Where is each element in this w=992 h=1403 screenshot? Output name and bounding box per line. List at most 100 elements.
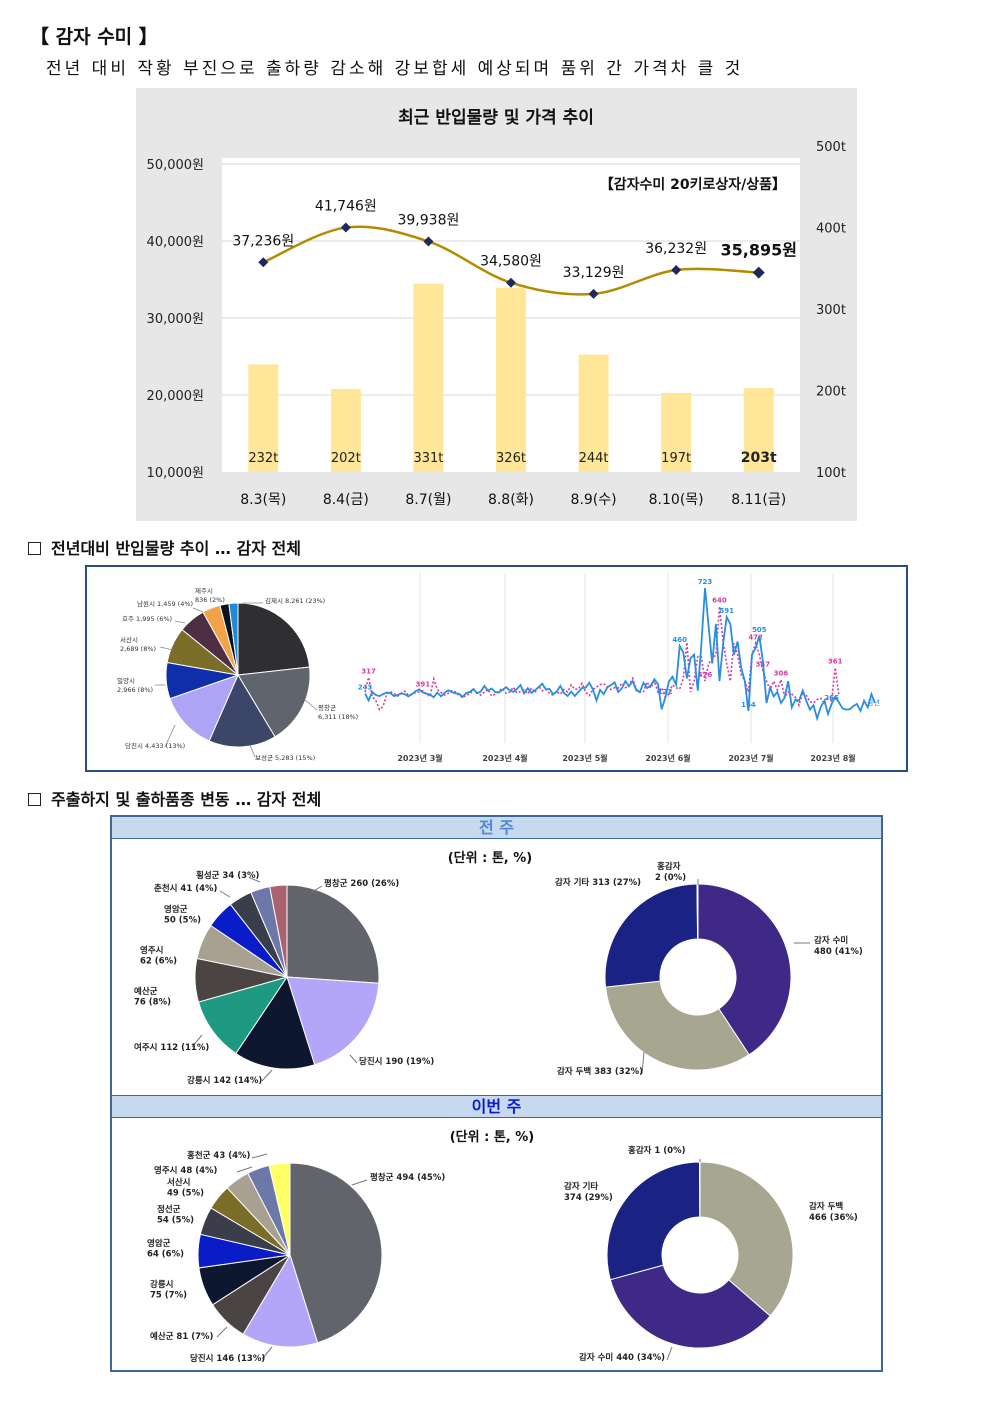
slice-label: 홍감자 2 (0%) — [655, 861, 686, 883]
bar-value-label: 331t — [413, 451, 443, 466]
label-leader — [666, 1346, 673, 1361]
point-label: 505 — [752, 626, 767, 634]
slice-label: 예산군 81 (7%) — [150, 1331, 214, 1342]
slice-label: 평창군 6,311 (18%) — [318, 703, 358, 721]
slice-label: 제주시 836 (2%) — [195, 587, 225, 604]
y-right-tick-label: 100t — [816, 466, 846, 481]
legend-label: 금년 — [867, 698, 880, 707]
pie-slice — [696, 883, 699, 940]
x-tick-label: 8.8(화) — [488, 492, 534, 508]
x-tick-label: 8.9(수) — [571, 492, 617, 508]
price-label: 36,232원 — [645, 241, 707, 257]
bar-value-label: 197t — [661, 451, 691, 466]
bar-value-label: 244t — [579, 451, 609, 466]
label-leader — [311, 885, 323, 893]
x-tick-label: 8.4(금) — [323, 492, 369, 508]
shipping-section-heading: 주출하지 및 출하품종 변동 … 감자 전체 — [28, 786, 321, 810]
y-right-tick-label: 300t — [816, 303, 846, 318]
section-bullet-icon — [28, 793, 41, 806]
slice-label: 당진시 146 (13%) — [190, 1353, 265, 1364]
x-tick-label: 8.3(목) — [240, 492, 286, 508]
pie-slice — [169, 674, 239, 742]
label-leader — [304, 699, 318, 711]
point-label: 391 — [416, 681, 431, 689]
point-label: 164 — [741, 701, 756, 709]
price-label: 34,580원 — [480, 254, 542, 270]
slice-label: 감자 수미 440 (34%) — [579, 1352, 665, 1363]
point-label: 317 — [361, 667, 376, 675]
y-left-tick-label: 20,000원 — [147, 389, 204, 404]
y-left-tick-label: 50,000원 — [147, 158, 204, 173]
pie-slice — [289, 1162, 383, 1344]
slice-label: 영주시 48 (4%) — [154, 1165, 218, 1176]
document-title: 【 감자 수미 】 — [30, 26, 158, 48]
x-tick-label: 2023년 7월 — [728, 753, 773, 763]
slice-label: 홍천군 43 (4%) — [187, 1150, 251, 1161]
volume-bar — [578, 354, 609, 472]
label-leader — [641, 1051, 645, 1075]
label-leader — [349, 1054, 358, 1064]
chart-title: 최근 반입물량 및 가격 추이 — [398, 108, 594, 128]
slice-label: 영주시 62 (6%) — [140, 945, 177, 967]
point-label: 723 — [698, 578, 713, 586]
yearly-volume-panel: 김제시 8,261 (23%) 평창군 6,311 (18%) 보성군 5,283 (… — [85, 565, 908, 772]
point-label: 640 — [712, 596, 727, 604]
slice-label: 호주 1,995 (6%) — [122, 615, 172, 623]
volume-bar — [330, 388, 361, 472]
slice-label: 감자 두백 383 (32%) — [557, 1066, 643, 1077]
volume-bar — [661, 392, 692, 472]
price-label: 37,236원 — [232, 233, 294, 249]
point-label: 472 — [748, 633, 763, 641]
pie-slice — [606, 1161, 701, 1281]
volume-bar — [413, 283, 444, 472]
shipping-heading-text: 주출하지 및 출하품종 변동 … 감자 전체 — [51, 790, 322, 809]
x-tick-label: 2023년 6월 — [645, 753, 690, 763]
slice-label: 정선군 54 (5%) — [157, 1204, 194, 1226]
volume-bar — [248, 364, 279, 472]
trend-heading-text: 전년대비 반입물량 추이 … 감자 전체 — [51, 539, 301, 558]
y-left-tick-label: 30,000원 — [147, 312, 204, 327]
slice-label: 김제시 8,261 (23%) — [265, 597, 325, 605]
x-tick-label: 2023년 4월 — [482, 753, 527, 763]
slice-label: 감자 기타 374 (29%) — [564, 1181, 613, 1203]
bar-value-label: 203t — [741, 450, 777, 466]
slice-label: 예산군 76 (8%) — [134, 986, 171, 1008]
point-label: 460 — [672, 636, 687, 644]
price-marker — [340, 222, 351, 233]
shipping-pies-panel: 전 주 이번 주 (단위 : 톤, %) (단위 : 톤, %) 평창군 260 (… — [110, 815, 883, 1372]
x-tick-label: 2023년 8월 — [810, 753, 855, 763]
pie-slice — [237, 666, 311, 738]
y-right-tick-label: 400t — [816, 222, 846, 237]
price-marker — [506, 277, 516, 288]
slice-label: 평창군 494 (45%) — [370, 1172, 445, 1183]
band-previous-week: 전 주 — [112, 817, 881, 839]
section-bullet-icon — [28, 542, 41, 555]
chart-annotation: 【감자수미 20키로상자/상품】 — [600, 176, 786, 193]
slice-label: 춘천시 41 (4%) — [154, 883, 218, 894]
unit-label: (단위 : 톤, %) — [450, 1129, 535, 1145]
slice-label: 남원시 1,459 (4%) — [137, 599, 193, 608]
x-tick-label: 2023년 3월 — [397, 753, 442, 763]
pie-slice — [604, 883, 699, 988]
slice-label: 감자 두백 466 (36%) — [809, 1201, 858, 1223]
point-label: 591 — [719, 607, 734, 615]
price-label: 35,895원 — [720, 241, 796, 260]
price-marker — [752, 266, 765, 279]
label-leader — [261, 1069, 273, 1082]
point-label: 172 — [658, 688, 673, 696]
pie-slice — [268, 1162, 291, 1256]
point-label: 266 — [824, 694, 839, 702]
label-leader — [164, 724, 176, 748]
point-label: 476 — [698, 671, 713, 679]
x-tick-label: 8.11(금) — [731, 492, 786, 508]
slice-label: 강릉시 142 (14%) — [187, 1075, 262, 1086]
pie-slice — [609, 1264, 771, 1349]
volume-bar — [496, 287, 526, 472]
price-marker — [671, 265, 682, 276]
slice-label: 밀양시 2,966 (8%) — [117, 677, 153, 694]
x-tick-label: 8.7(월) — [405, 492, 451, 508]
label-leader — [236, 1166, 253, 1173]
unit-label: (단위 : 톤, %) — [448, 850, 533, 866]
x-tick-label: 8.10(목) — [649, 492, 704, 508]
slice-label: 당진시 190 (19%) — [359, 1056, 434, 1067]
